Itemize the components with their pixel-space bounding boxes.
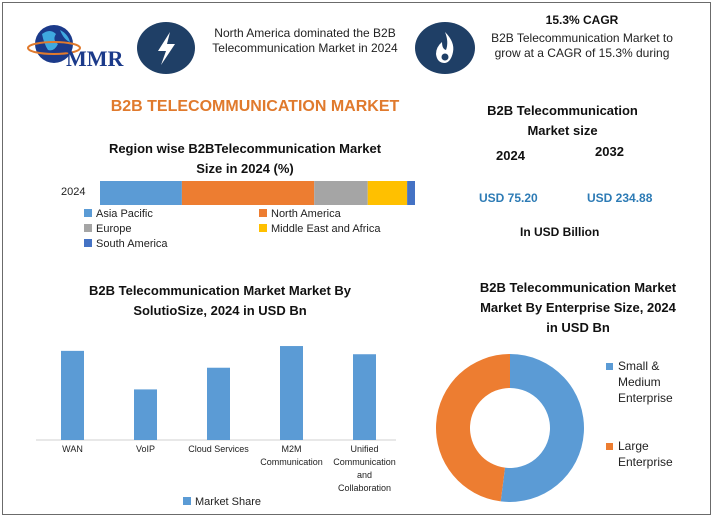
x-tick-label-unified-communication-and-collaboration: Unified Communication and Collaboration	[333, 444, 396, 493]
region-stacked-bar	[100, 181, 415, 205]
legend-item-asia-pacific: Asia Pacific	[84, 208, 153, 220]
donut-slice-small-medium-enterprise	[500, 354, 584, 502]
enterprise-donut-chart	[435, 354, 584, 502]
legend-swatch-small-medium-enterprise	[606, 363, 613, 370]
x-tick-label-cloud-services: Cloud Services	[188, 444, 249, 454]
legend-item-south-america: South America	[84, 238, 168, 250]
unit-label: In USD Billion	[520, 225, 600, 239]
market-size-title: B2B Telecommunication Market size	[487, 103, 638, 138]
flame-icon	[436, 32, 454, 63]
legend-label-market-share: Market Share	[195, 496, 262, 508]
legend-label-europe: Europe	[96, 223, 132, 235]
legend-label-asia-pacific: Asia Pacific	[96, 208, 153, 220]
value-2032: USD 234.88	[587, 191, 653, 205]
region-bar-segment-middle-east-and-africa	[367, 181, 408, 205]
legend-swatch-market-share	[183, 497, 191, 505]
legend-label-small-medium-enterprise: Small & Medium Enterprise	[618, 359, 673, 405]
solution-legend: Market Share	[183, 496, 261, 508]
insight-north-america: North America dominated the B2B Telecomm…	[212, 26, 398, 55]
region-bar-segment-north-america	[181, 181, 315, 205]
x-tick-label-voip: VoIP	[136, 444, 155, 454]
region-bar-segment-asia-pacific	[100, 181, 182, 205]
bar-m2m-communication	[280, 346, 303, 440]
main-title: B2B TELECOMMUNICATION MARKET	[110, 98, 400, 115]
year-2024-label: 2024	[496, 148, 525, 163]
legend-swatch-europe	[84, 224, 92, 232]
region-bar-segment-south-america	[407, 181, 415, 205]
legend-item-middle-east-and-africa: Middle East and Africa	[259, 223, 380, 235]
solution-chart-title: B2B Telecommunication Market Market By S…	[89, 283, 351, 318]
mmr-logo: MMR	[26, 18, 136, 73]
legend-swatch-south-america	[84, 239, 92, 247]
region-bar-segment-europe	[314, 181, 368, 205]
x-tick-label-m2m-communication: M2M Communication	[260, 444, 323, 467]
legend-swatch-middle-east-and-africa	[259, 224, 267, 232]
logo-text: MMR	[66, 46, 124, 71]
legend-label-middle-east-and-africa: Middle East and Africa	[271, 223, 381, 235]
bar-voip	[134, 389, 157, 440]
flame-icon-badge	[415, 22, 475, 74]
donut-slice-large-enterprise	[435, 354, 510, 502]
legend-label-south-america: South America	[96, 238, 168, 250]
globe-icon	[27, 25, 81, 63]
cagr-text: B2B Telecommunication Market to grow at …	[491, 31, 673, 60]
enterprise-chart-title: B2B Telecommunication Market Market By E…	[479, 280, 677, 335]
legend-label-large-enterprise: Large Enterprise	[618, 439, 673, 469]
legend-label-north-america: North America	[271, 208, 341, 220]
region-chart-title: Region wise B2BTelecommunication Market …	[108, 141, 382, 176]
bar-wan	[61, 350, 84, 440]
solution-bar-chart: WAN VoIP Cloud Services M2M Communication Uni…	[36, 346, 396, 493]
x-tick-label-wan: WAN	[62, 444, 83, 454]
lightning-icon-badge	[137, 22, 195, 74]
legend-item-europe: Europe	[84, 223, 131, 235]
bar-unified-communication-and-collaboration	[353, 354, 376, 440]
bar-cloud-services	[207, 367, 230, 440]
lightning-bolt-icon	[158, 32, 175, 65]
cagr-title: 15.3% CAGR	[545, 13, 619, 27]
legend-swatch-asia-pacific	[84, 209, 92, 217]
value-2024: USD 75.20	[479, 191, 538, 205]
legend-item-north-america: North America	[259, 208, 341, 220]
legend-swatch-large-enterprise	[606, 443, 613, 450]
region-category-label: 2024	[61, 186, 86, 198]
year-2032-label: 2032	[595, 144, 624, 159]
legend-swatch-north-america	[259, 209, 267, 217]
